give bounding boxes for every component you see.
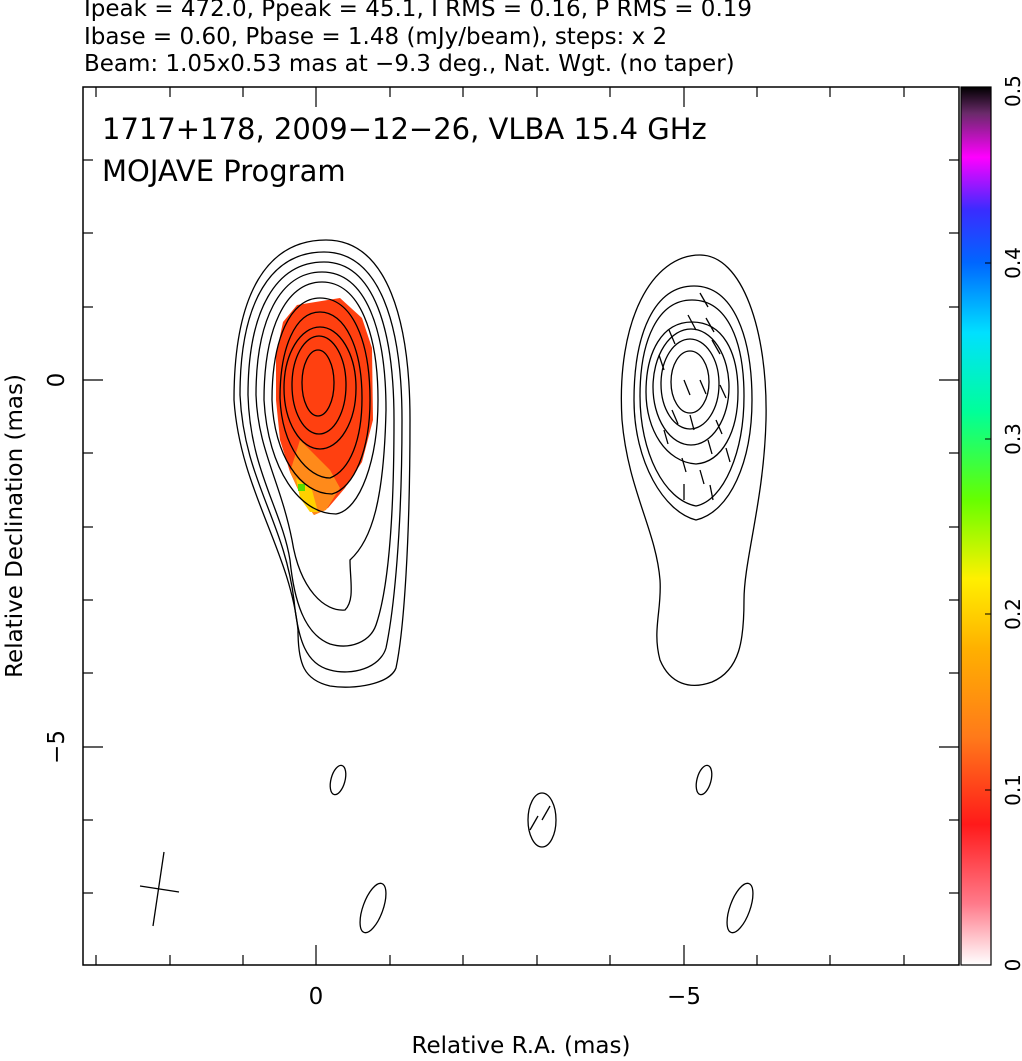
beam-cross	[139, 851, 180, 927]
evpa-vectors	[658, 292, 731, 501]
cbar-tick-label-2: 0.2	[1001, 598, 1022, 630]
colorbar	[960, 86, 992, 966]
y-tick-label-0: 0	[44, 373, 70, 388]
y-axis-label: Relative Declination (mas)	[2, 374, 28, 678]
cbar-tick-label-5: 0.5	[1001, 75, 1022, 107]
header-line-3: Beam: 1.05x0.53 mas at −9.3 deg., Nat. W…	[84, 51, 735, 77]
y-tick-label-1: −5	[44, 730, 70, 764]
chart-subtitle: MOJAVE Program	[102, 154, 346, 188]
x-tick-label-1: −5	[667, 984, 701, 1010]
cbar-tick-label-0: 0	[1001, 959, 1022, 972]
header-line-1: Ipeak = 472.0, Ppeak = 45.1, I RMS = 0.1…	[84, 0, 753, 22]
x-axis-label: Relative R.A. (mas)	[412, 1033, 631, 1059]
x-tick-label-0: 0	[309, 984, 324, 1010]
chart-title: 1717+178, 2009−12−26, VLBA 15.4 GHz	[102, 112, 707, 146]
cbar-tick-label-4: 0.4	[1001, 247, 1022, 279]
stokes-i-contours-right	[620, 254, 767, 686]
axis-ticks	[83, 87, 959, 965]
cbar-tick-label-1: 0.1	[1001, 774, 1022, 806]
stokes-i-contours-left	[233, 239, 411, 688]
header-line-2: Ibase = 0.60, Pbase = 1.48 (mJy/beam), s…	[84, 24, 668, 50]
noise-contours	[329, 764, 754, 934]
plot-frame	[82, 86, 960, 966]
colorbar-ticks	[985, 262, 991, 791]
axis-tick-labels: 0 −5 0 −5	[44, 373, 701, 1010]
colorbar-tick-labels: 0 0.1 0.2 0.3 0.4 0.5	[1001, 75, 1022, 971]
cbar-tick-label-3: 0.3	[1001, 423, 1022, 455]
